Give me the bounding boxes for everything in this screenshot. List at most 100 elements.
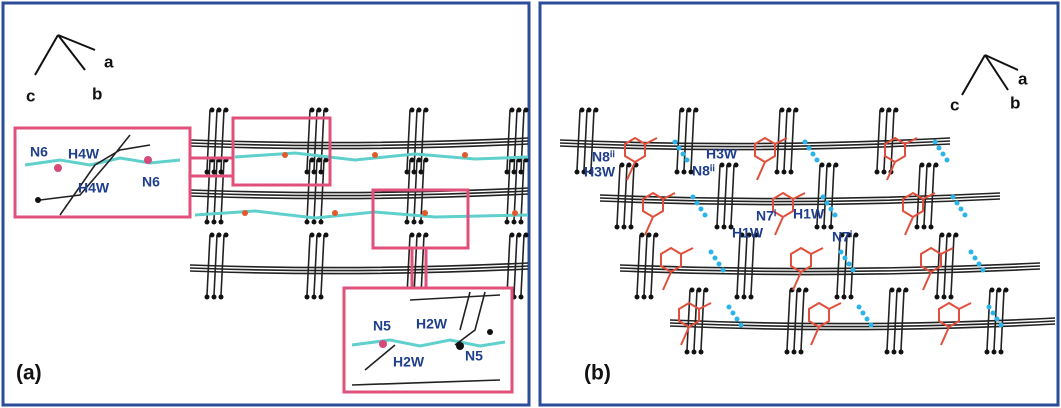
structure-part xyxy=(849,295,854,300)
structure-part xyxy=(219,295,224,300)
structure-part xyxy=(882,170,887,175)
structure xyxy=(190,108,1055,355)
structure-part xyxy=(422,210,428,216)
structure-part xyxy=(842,295,847,300)
structure-part xyxy=(890,288,895,293)
structure-part xyxy=(833,213,838,218)
structure-part xyxy=(892,350,897,355)
structure-part xyxy=(922,225,927,230)
structure-part xyxy=(319,295,324,300)
structure-part xyxy=(687,108,692,113)
structure-part xyxy=(995,317,1000,322)
structure-part xyxy=(305,220,310,225)
structure-part xyxy=(521,235,524,295)
structure-part xyxy=(820,163,825,168)
structure-part xyxy=(505,220,510,225)
structure-part xyxy=(731,311,736,316)
structure-part xyxy=(894,108,899,113)
panel-label: (b) xyxy=(584,362,611,385)
axis-label: b xyxy=(1010,93,1020,112)
structure-part xyxy=(321,235,324,295)
structure-part xyxy=(282,152,288,158)
structure-part xyxy=(594,108,599,113)
structure-part xyxy=(524,108,529,113)
structure-part xyxy=(677,146,682,151)
structure-part xyxy=(507,235,510,295)
atom-label: H2W xyxy=(393,354,425,370)
structure-part xyxy=(695,201,700,206)
structure-part xyxy=(897,288,902,293)
structure-part xyxy=(635,295,640,300)
structure-part xyxy=(317,108,322,113)
structure-part xyxy=(999,350,1004,355)
structure-part xyxy=(885,350,890,355)
structure-part xyxy=(735,295,740,300)
structure-part xyxy=(405,220,410,225)
structure-part xyxy=(945,158,950,163)
structure-part xyxy=(954,233,959,238)
axis-label: c xyxy=(950,95,959,114)
structure-part xyxy=(190,138,528,143)
structure-part xyxy=(792,350,797,355)
structure-part xyxy=(675,170,680,175)
structure-part xyxy=(834,163,839,168)
structure-part xyxy=(190,263,528,268)
atom-label: N6 xyxy=(142,174,160,190)
structure-part xyxy=(319,220,324,225)
structure-part xyxy=(694,290,697,350)
structure-part xyxy=(212,220,217,225)
structure-part xyxy=(644,235,647,295)
structure-part xyxy=(735,317,740,322)
structure-part xyxy=(807,146,812,151)
structure-part xyxy=(724,165,727,225)
structure-part xyxy=(640,233,645,238)
structure-part xyxy=(324,108,329,113)
structure-part xyxy=(822,225,827,230)
structure-part xyxy=(720,163,725,168)
structure-part xyxy=(312,295,317,300)
structure-part xyxy=(519,220,524,225)
structure-part xyxy=(742,295,747,300)
structure-part xyxy=(843,256,848,261)
structure-part xyxy=(739,323,744,328)
structure-part xyxy=(941,152,946,157)
structure-part xyxy=(310,108,315,113)
structure-part xyxy=(969,250,974,255)
structure-part xyxy=(699,207,704,212)
structure-part xyxy=(310,233,315,238)
structure-part xyxy=(901,290,904,350)
structure-part xyxy=(722,225,727,230)
structure-part xyxy=(587,108,592,113)
structure-part xyxy=(677,110,680,170)
structure-part xyxy=(414,235,417,295)
structure-part xyxy=(305,295,310,300)
structure-part xyxy=(680,108,685,113)
structure-part xyxy=(811,152,816,157)
structure-part xyxy=(825,201,830,206)
structure-part xyxy=(312,220,317,225)
structure-part xyxy=(804,288,809,293)
panel-label: (a) xyxy=(16,362,42,385)
structure-part xyxy=(990,288,995,293)
structure-part xyxy=(737,235,740,295)
structure-part xyxy=(417,158,422,163)
structure-part xyxy=(310,158,315,163)
structure-part xyxy=(691,195,696,200)
structure-part xyxy=(794,290,797,350)
structure-part xyxy=(575,170,580,175)
structure-part xyxy=(654,233,659,238)
structure-part xyxy=(324,233,329,238)
structure-part xyxy=(224,108,229,113)
structure-part xyxy=(217,108,222,113)
structure-part xyxy=(997,288,1002,293)
structure-part xyxy=(510,108,515,113)
structure-part xyxy=(865,317,870,322)
structure-part xyxy=(920,163,925,168)
structure-part xyxy=(731,165,734,225)
structure-part xyxy=(681,152,686,157)
structure-part xyxy=(782,170,787,175)
structure-part xyxy=(704,288,709,293)
structure-part xyxy=(973,256,978,261)
structure-part xyxy=(407,235,410,295)
structure-part xyxy=(934,163,939,168)
